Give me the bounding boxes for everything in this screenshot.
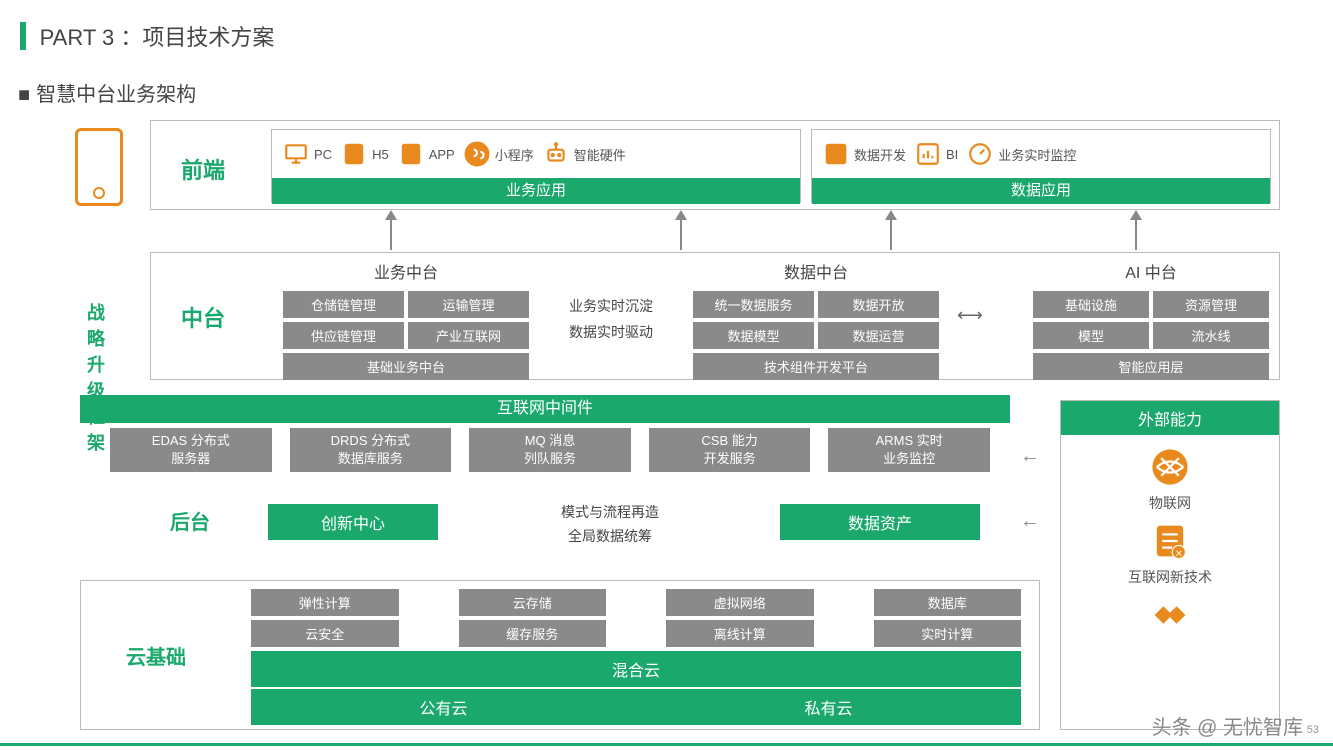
app-h5: WAPH5: [340, 140, 389, 168]
side-label: 战略升级框架: [85, 300, 107, 456]
gray-item: 云安全: [251, 620, 399, 647]
wap-icon: WAP: [340, 140, 368, 168]
ext-tech: ✕ 互联网新技术: [1128, 519, 1212, 587]
gray-item: 资源管理: [1153, 291, 1269, 318]
gray-item: 技术组件开发平台: [693, 353, 939, 380]
middleware-title: 互联网中间件: [80, 395, 1010, 423]
gauge-icon: [966, 140, 994, 168]
mw-item: EDAS 分布式服务器: [110, 428, 272, 472]
code-icon: </>: [822, 140, 850, 168]
gray-item: 虚拟网络: [666, 589, 814, 616]
biz-app-group: PC WAPH5 APPAPP 小程序 智能硬件 业务应用: [271, 129, 801, 203]
private-cloud: 私有云: [636, 689, 1021, 725]
gray-item: 产业互联网: [408, 322, 529, 349]
gray-item: 智能应用层: [1033, 353, 1269, 380]
cloud-label: 云基础: [126, 641, 186, 670]
public-cloud: 公有云: [251, 689, 636, 725]
middleware-row: EDAS 分布式服务器 DRDS 分布式数据库服务 MQ 消息列队服务 CSB …: [110, 428, 990, 472]
footer-line: [0, 743, 1333, 746]
biz-middle-col: 业务中台 仓储链管理 运输管理 供应链管理 产业互联网 基础业务中台: [281, 259, 531, 382]
gray-item: 云存储: [459, 589, 607, 616]
asset-btn: 数据资产: [780, 504, 980, 540]
app-app: APPAPP: [397, 140, 455, 168]
middle-section: 中台 业务中台 仓储链管理 运输管理 供应链管理 产业互联网 基础业务中台 业务…: [150, 252, 1280, 380]
robot-icon: [542, 140, 570, 168]
frontend-label: 前端: [181, 153, 225, 185]
external-section: 外部能力 物联网 ✕ 互联网新技术: [1060, 400, 1280, 730]
middle-label: 中台: [181, 301, 225, 333]
gray-item: 数据模型: [693, 322, 814, 349]
page-number: 53: [1307, 724, 1319, 736]
biz-mid-title: 业务中台: [281, 259, 531, 283]
app-datadev: </>数据开发: [822, 140, 906, 168]
app-icon: APP: [397, 140, 425, 168]
subtitle-text: 智慧中台业务架构: [36, 84, 196, 106]
svg-text:✕: ✕: [1175, 548, 1182, 558]
hybrid-cloud: 混合云: [251, 651, 1021, 687]
backend-label: 后台: [170, 506, 210, 535]
bidir-arrow-icon: ⟷: [957, 305, 983, 326]
doc-icon: ✕: [1148, 519, 1192, 563]
mw-item: CSB 能力开发服务: [649, 428, 811, 472]
arrow-left-icon: ←: [1020, 510, 1040, 533]
biz-app-footer: 业务应用: [272, 178, 800, 204]
gray-item: 缓存服务: [459, 620, 607, 647]
miniprogram-icon: [463, 140, 491, 168]
gray-item: 基础设施: [1033, 291, 1149, 318]
gray-item: 模型: [1033, 322, 1149, 349]
svg-text:APP: APP: [403, 150, 418, 159]
mid-center-text: 业务实时沉淀 数据实时驱动: [541, 293, 681, 345]
chart-icon: [914, 140, 942, 168]
monitor-icon: [282, 140, 310, 168]
page-title: PART 3 ：项目技术方案: [20, 20, 274, 52]
phone-icon: [75, 128, 123, 206]
app-monitor: 业务实时监控: [966, 140, 1076, 168]
gray-item: 离线计算: [666, 620, 814, 647]
app-miniprogram: 小程序: [463, 140, 534, 168]
arrow-up-icon: [385, 210, 397, 220]
data-middle-col: 数据中台 统一数据服务 数据开放 数据模型 数据运营 技术组件开发平台: [691, 259, 941, 382]
backend-text: 模式与流程再造全局数据统筹: [510, 500, 710, 548]
gray-item: 数据库: [874, 589, 1022, 616]
gray-item: 数据运营: [818, 322, 939, 349]
mw-item: ARMS 实时业务监控: [828, 428, 990, 472]
svg-text:WAP: WAP: [346, 150, 363, 159]
title-text: PART 3 ：项目技术方案: [40, 25, 275, 50]
app-bi: BI: [914, 140, 958, 168]
mw-item: DRDS 分布式数据库服务: [290, 428, 452, 472]
gray-item: 统一数据服务: [693, 291, 814, 318]
app-pc: PC: [282, 140, 332, 168]
ext-iot: 物联网: [1148, 445, 1192, 513]
frontend-section: 前端 PC WAPH5 APPAPP 小程序 智能硬件 业务应用 </>数据开发…: [150, 120, 1280, 210]
arrow-up-icon: [885, 210, 897, 220]
arrow-up-icon: [1130, 210, 1142, 220]
data-app-group: </>数据开发 BI 业务实时监控 数据应用: [811, 129, 1271, 203]
mw-item: MQ 消息列队服务: [469, 428, 631, 472]
arrow-left-icon: ←: [1020, 445, 1040, 468]
gray-item: 供应链管理: [283, 322, 404, 349]
watermark: 头条 @ 无忧智库: [1152, 711, 1303, 740]
svg-text:</>: </>: [828, 149, 844, 161]
gray-item: 基础业务中台: [283, 353, 529, 380]
gray-item: 弹性计算: [251, 589, 399, 616]
app-hardware: 智能硬件: [542, 140, 626, 168]
gray-item: 运输管理: [408, 291, 529, 318]
data-mid-title: 数据中台: [691, 259, 941, 283]
arrow-up-icon: [675, 210, 687, 220]
cloud-section: 云基础 弹性计算 云存储 虚拟网络 数据库 云安全 缓存服务 离线计算 实时计算…: [80, 580, 1040, 730]
gray-item: 实时计算: [874, 620, 1022, 647]
handshake-icon: [1148, 593, 1192, 637]
external-title: 外部能力: [1061, 401, 1279, 435]
gray-item: 流水线: [1153, 322, 1269, 349]
ai-mid-title: AI 中台: [1031, 259, 1271, 283]
subtitle: ■智慧中台业务架构: [18, 78, 196, 107]
ai-middle-col: AI 中台 基础设施 资源管理 模型 流水线 智能应用层: [1031, 259, 1271, 382]
iot-icon: [1148, 445, 1192, 489]
gray-item: 仓储链管理: [283, 291, 404, 318]
title-accent: [20, 22, 26, 50]
gray-item: 数据开放: [818, 291, 939, 318]
data-app-footer: 数据应用: [812, 178, 1270, 204]
ext-handshake: [1148, 593, 1192, 641]
innovation-btn: 创新中心: [268, 504, 438, 540]
